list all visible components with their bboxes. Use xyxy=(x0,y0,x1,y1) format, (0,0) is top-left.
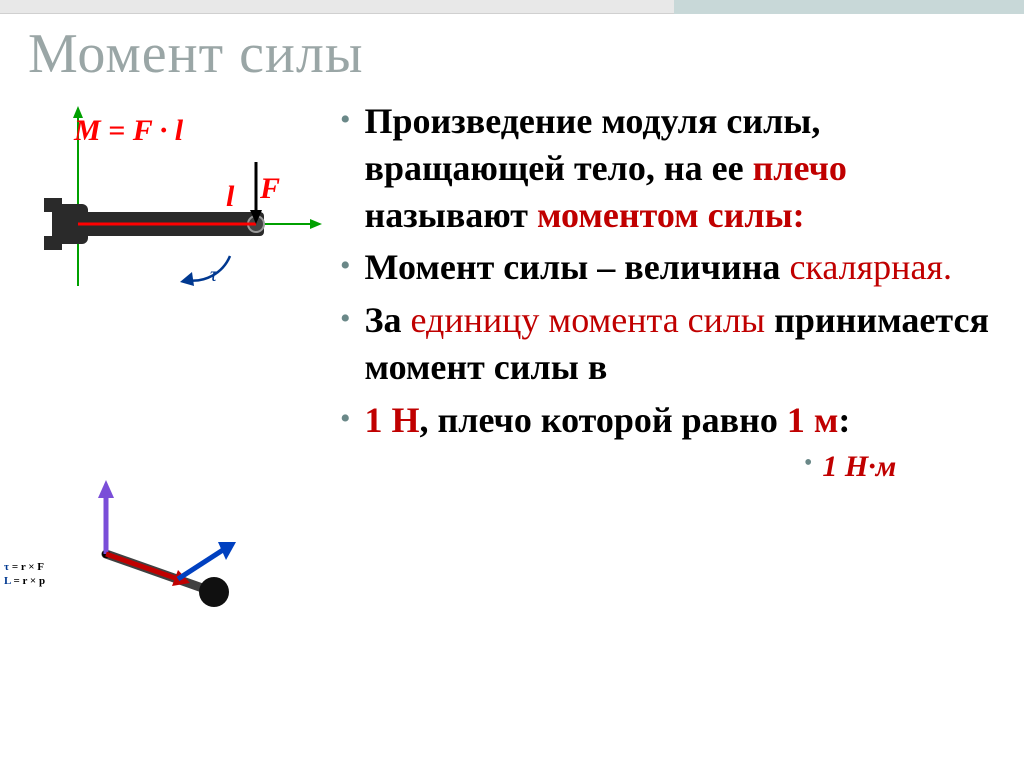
tau-formula: τ = r × F xyxy=(4,560,45,574)
footer-item: • 1 Н·м xyxy=(340,450,1004,484)
vector-svg xyxy=(28,470,258,610)
bullet-dot-icon: • xyxy=(340,299,351,338)
bullet-text: 1 Н, плечо которой равно 1 м: xyxy=(365,397,851,444)
cross-product-formulas: τ = r × F L = r × p xyxy=(4,560,45,589)
bullet-text: Произведение модуля силы, вращающей тело… xyxy=(365,98,1004,238)
slide-top-bar xyxy=(0,0,1024,14)
label-l: l xyxy=(226,180,234,214)
bullet-item: • За единицу момента силы принимается мо… xyxy=(340,297,1004,391)
bullet-text: За единицу момента силы принимается моме… xyxy=(365,297,1004,391)
bullet-list: • Произведение модуля силы, вращающей те… xyxy=(340,98,1004,484)
bullet-item: • Момент силы – величина скалярная. xyxy=(340,244,1004,291)
bullet-item: • Произведение модуля силы, вращающей те… xyxy=(340,98,1004,238)
slide-top-accent xyxy=(674,0,1024,14)
bullet-dot-icon: • xyxy=(804,450,812,477)
slide-title: Момент силы xyxy=(28,22,363,86)
bullet-dot-icon: • xyxy=(340,399,351,438)
l-formula: L = r × p xyxy=(4,574,45,588)
vector-diagram xyxy=(28,470,258,610)
bullet-text: Момент силы – величина скалярная. xyxy=(365,244,952,291)
moment-formula: M = F · l xyxy=(74,114,183,148)
footer-text: 1 Н·м xyxy=(822,450,896,484)
wrench-diagram: M = F · l l F τ xyxy=(34,106,324,306)
bullet-dot-icon: • xyxy=(340,246,351,285)
bullet-item: • 1 Н, плечо которой равно 1 м: xyxy=(340,397,1004,444)
bullet-dot-icon: • xyxy=(340,100,351,139)
label-tau: τ xyxy=(210,264,217,287)
label-F: F xyxy=(260,172,280,206)
